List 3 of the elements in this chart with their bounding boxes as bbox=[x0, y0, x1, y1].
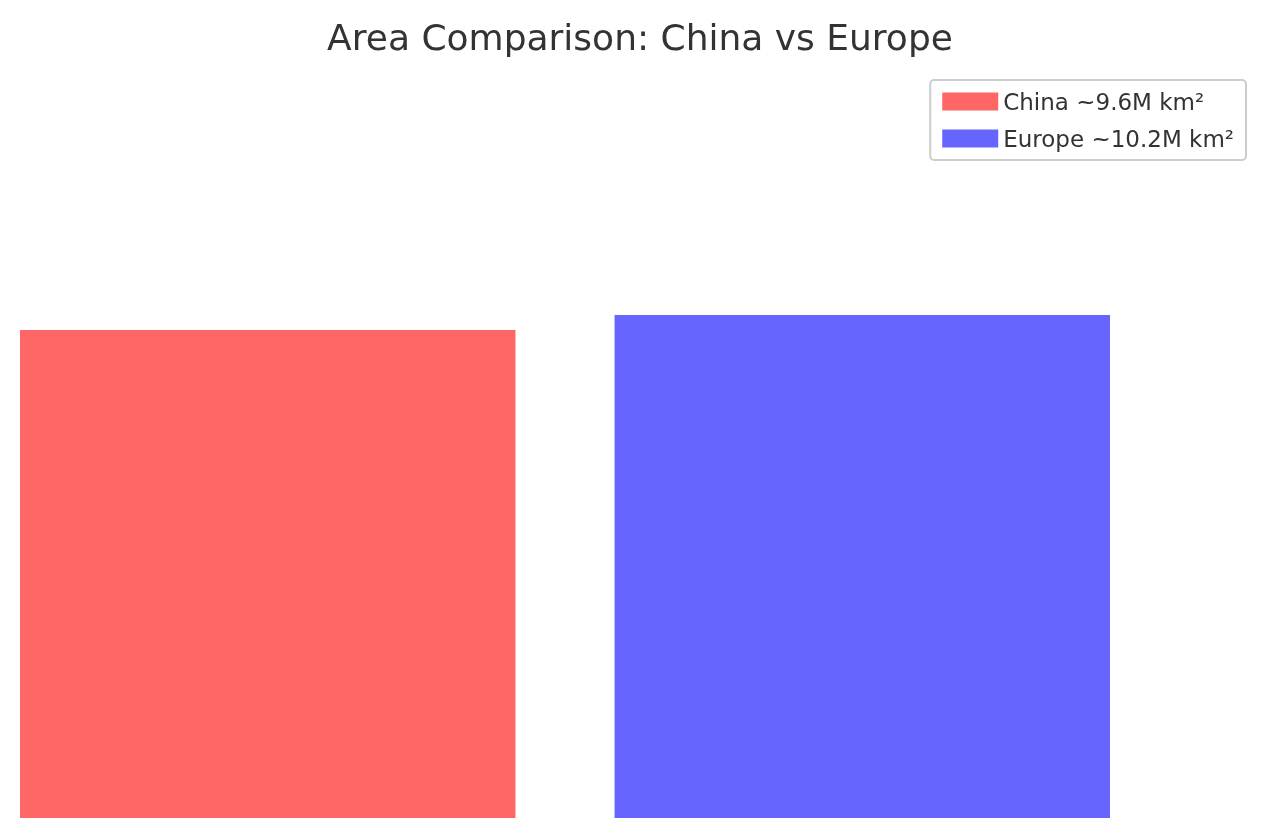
chart-title: Area Comparison: China vs Europe bbox=[327, 16, 953, 58]
legend-label: Europe ~10.2M km² bbox=[1003, 125, 1235, 152]
legend-label: China ~9.6M km² bbox=[1003, 88, 1205, 115]
